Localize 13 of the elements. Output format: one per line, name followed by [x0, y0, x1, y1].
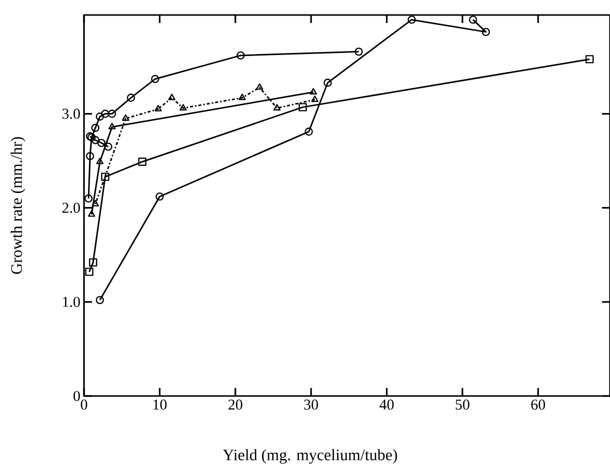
x-axis-title: Yield (mg. mycelium/tube): [222, 449, 398, 464]
x-tick-label: 50: [456, 400, 470, 410]
y-tick-label: 1.0: [63, 296, 80, 308]
y-tick-label: 3.0: [62, 108, 80, 119]
x-tick-label: 30: [304, 400, 318, 410]
x-tick-label: 10: [154, 400, 167, 410]
x-tick-label: 0: [80, 400, 88, 410]
y-axis-title: Growth rate (mm./hr): [10, 137, 26, 274]
x-tick-label: 20: [228, 400, 242, 410]
y-tick-label: 0: [74, 390, 80, 402]
x-tick-label: 40: [380, 400, 394, 410]
y-tick-label: 2.0: [62, 202, 80, 213]
x-tick-label: 60: [531, 400, 546, 410]
